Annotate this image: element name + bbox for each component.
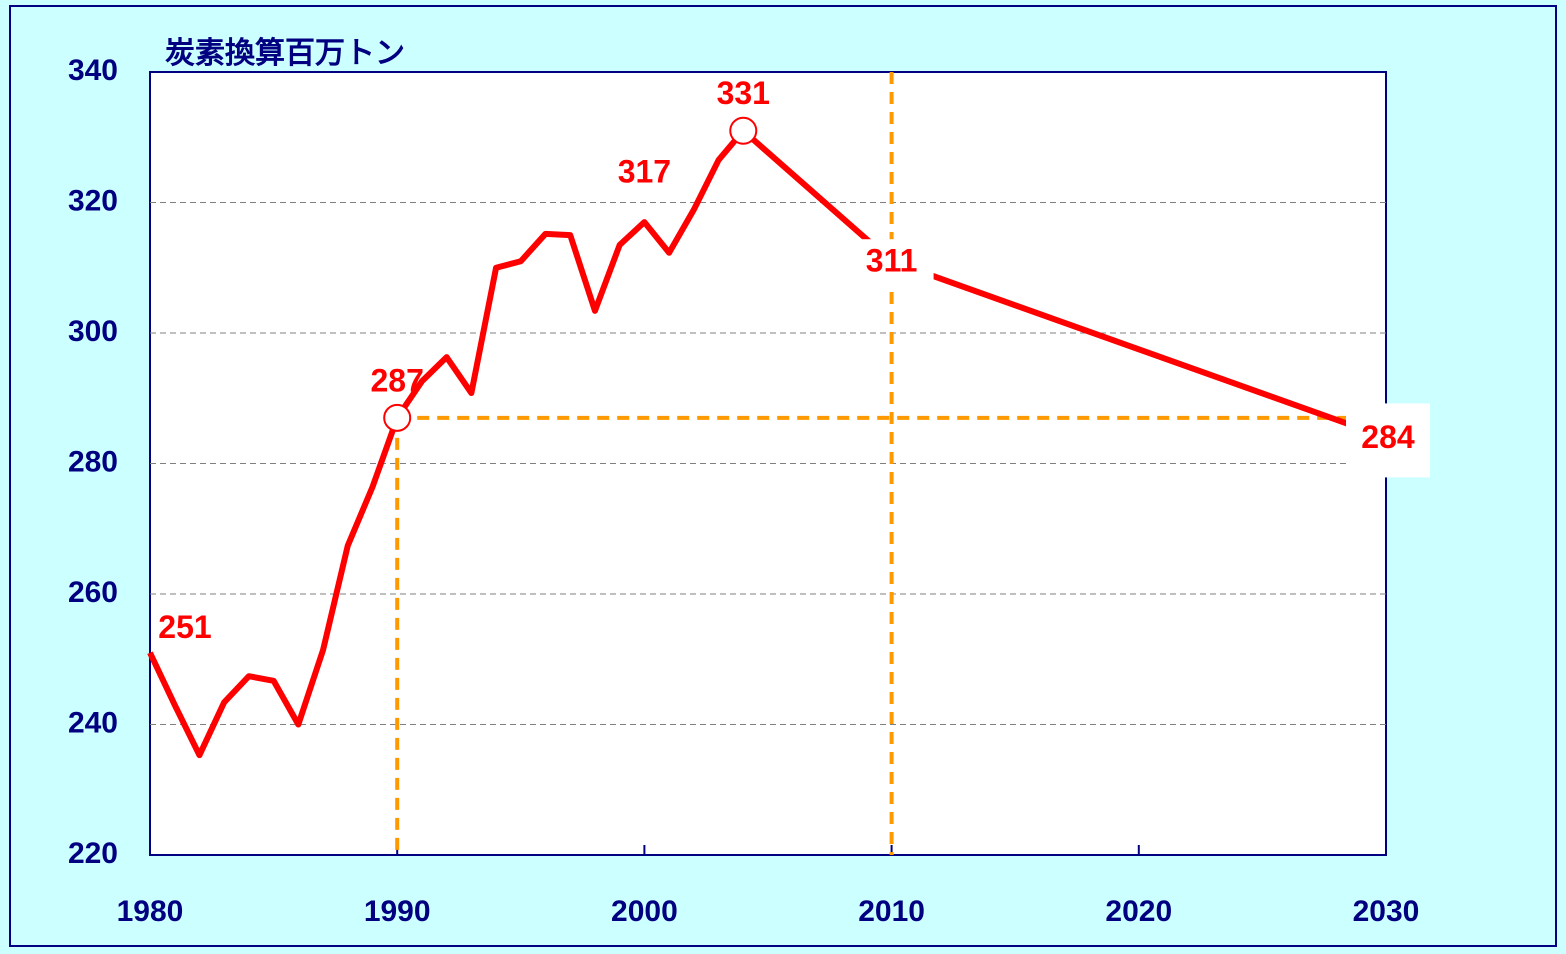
x-tick-label: 1990 <box>364 895 431 928</box>
y-tick-label: 340 <box>68 54 118 87</box>
point-marker <box>729 116 758 145</box>
point-marker <box>383 403 412 432</box>
x-tick-label: 2030 <box>1353 895 1420 928</box>
data-label: 317 <box>618 154 671 190</box>
data-label: 251 <box>158 609 211 645</box>
y-tick-label: 240 <box>68 706 118 739</box>
data-line <box>147 127 1388 759</box>
data-label: 311 <box>866 243 918 279</box>
label-box <box>849 239 934 286</box>
data-label: 331 <box>717 75 770 111</box>
x-tick-label: 2000 <box>611 895 678 928</box>
y-tick-label: 260 <box>68 576 118 609</box>
y-axis-label: 炭素換算百万トン <box>165 36 405 70</box>
label-box <box>1346 403 1430 478</box>
y-tick-label: 280 <box>68 445 118 478</box>
x-tick-label: 1980 <box>117 895 184 928</box>
data-label: 284 <box>1361 419 1415 455</box>
data-label: 287 <box>371 362 424 398</box>
x-tick-label: 2010 <box>858 895 925 928</box>
y-tick-label: 320 <box>68 184 118 217</box>
y-tick-label: 300 <box>68 315 118 348</box>
y-tick-label: 220 <box>68 837 118 870</box>
x-tick-label: 2020 <box>1105 895 1172 928</box>
